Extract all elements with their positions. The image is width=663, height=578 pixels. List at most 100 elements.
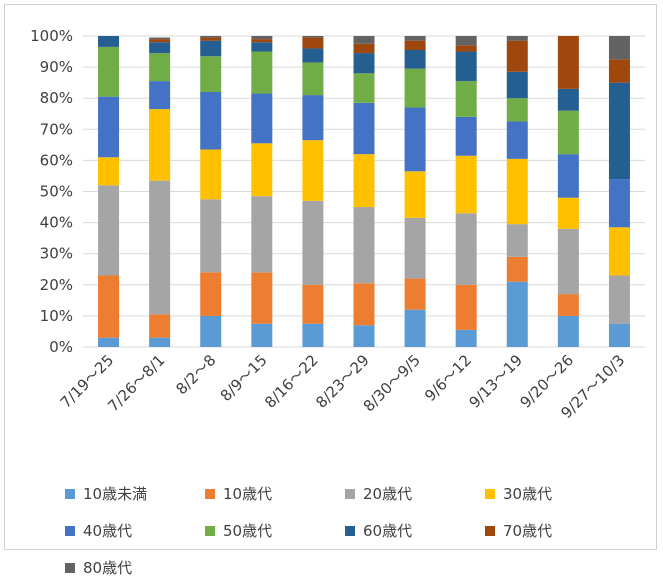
bar-segment: [608, 323, 630, 347]
bar-segment: [149, 39, 171, 43]
bar-segment: [608, 179, 630, 228]
x-tick-label: 8/2～8: [172, 351, 219, 398]
y-tick-label: 10%: [40, 307, 73, 325]
legend-item: 30歳代: [485, 483, 625, 504]
bar-segment: [353, 73, 375, 103]
bar-segment: [302, 284, 324, 324]
bar-segment: [506, 256, 528, 282]
x-axis-ticks: 7/19～257/26～8/1 8/2～88/9～158/16～228/23～29…: [57, 351, 629, 422]
bar-segment: [506, 71, 528, 99]
legend-label: 10歳未満: [83, 485, 148, 503]
bar-segment: [353, 154, 375, 208]
legend-swatch: [205, 525, 215, 536]
bar-segment: [353, 53, 375, 74]
bar-segment: [506, 224, 528, 257]
legend-label: 70歳代: [503, 522, 553, 540]
bar-segment: [302, 323, 324, 347]
legend-item: 80歳代: [65, 557, 205, 578]
bars: [98, 36, 630, 347]
bar-segment: [608, 36, 630, 60]
y-tick-label: 40%: [40, 214, 73, 232]
bar-segment: [455, 116, 477, 156]
y-tick-label: 50%: [40, 183, 73, 201]
x-tick-label: 8/16～22: [261, 351, 322, 412]
bar-segment: [455, 155, 477, 214]
bar-segment: [251, 323, 273, 347]
bar-segment: [251, 93, 273, 144]
bar-segment: [302, 37, 324, 49]
bar-segment: [302, 48, 324, 63]
bar-segment: [455, 45, 477, 52]
legend-swatch: [485, 488, 495, 499]
bar-segment: [353, 325, 375, 347]
bar-segment: [455, 81, 477, 117]
bar-segment: [404, 40, 426, 50]
bar-segment: [506, 36, 528, 41]
legend-item: 20歳代: [345, 483, 485, 504]
bar-segment: [200, 36, 222, 38]
legend-item: 10歳未満: [65, 483, 205, 504]
bar-segment: [455, 36, 477, 46]
legend-swatch: [485, 525, 495, 536]
bar-segment: [251, 143, 273, 197]
bar-segment: [455, 51, 477, 82]
bar-segment: [353, 207, 375, 284]
bar-segment: [506, 158, 528, 225]
bar-segment: [98, 36, 120, 47]
bar-segment: [455, 284, 477, 330]
bar-segment: [98, 185, 120, 276]
bar-segment: [149, 37, 171, 40]
bar-segment: [404, 68, 426, 108]
bar-segment: [557, 315, 579, 347]
bar-segment: [149, 314, 171, 338]
bar-segment: [353, 102, 375, 155]
bar-segment: [608, 59, 630, 83]
bar-segment: [404, 107, 426, 172]
bar-segment: [404, 278, 426, 310]
chart-frame: 0% 10% 20% 30% 40% 50% 60% 70% 80% 90% 100% 7/19～2…: [4, 4, 657, 577]
legend-swatch: [205, 488, 215, 499]
bar-segment: [608, 82, 630, 180]
bar-segment: [506, 98, 528, 122]
legend-swatch: [65, 525, 75, 536]
bar-segment: [200, 149, 222, 200]
legend-swatch: [345, 488, 355, 499]
bar-segment: [251, 51, 273, 94]
bar-segment: [149, 109, 171, 181]
legend: 10歳未満 10歳代 20歳代 30歳代 40歳代 50歳代 60歳代 70歳代 80歳代: [65, 483, 625, 578]
legend-swatch: [345, 525, 355, 536]
y-axis-ticks: 0% 10% 20% 30% 40% 50% 60% 70% 80% 90% 100%: [30, 27, 73, 356]
bar-segment: [302, 36, 324, 38]
bar-segment: [557, 154, 579, 198]
legend-item: 70歳代: [485, 520, 625, 541]
x-tick-label: 9/13～19: [465, 351, 526, 412]
bar-segment: [200, 199, 222, 273]
legend-label: 60歳代: [363, 522, 413, 540]
bar-segment: [200, 272, 222, 316]
bar-segment: [302, 200, 324, 285]
bar-segment: [200, 91, 222, 150]
bar-segment: [302, 95, 324, 141]
legend-label: 10歳代: [223, 485, 273, 503]
bar-segment: [302, 140, 324, 201]
y-tick-label: 60%: [40, 151, 73, 169]
legend-swatch: [65, 562, 75, 573]
bar-segment: [506, 281, 528, 347]
bar-segment: [455, 329, 477, 347]
legend-label: 50歳代: [223, 522, 273, 540]
bar-segment: [455, 213, 477, 285]
bar-segment: [98, 96, 120, 158]
bar-segment: [251, 36, 273, 40]
bar-segment: [353, 36, 375, 44]
bar-segment: [557, 88, 579, 111]
legend-item: 10歳代: [205, 483, 345, 504]
bar-segment: [404, 49, 426, 69]
legend-label: 40歳代: [83, 522, 133, 540]
bar-segment: [608, 275, 630, 324]
bar-segment: [149, 81, 171, 110]
bar-segment: [98, 157, 120, 186]
bar-segment: [404, 36, 426, 41]
bar-segment: [200, 37, 222, 41]
bar-segment: [557, 228, 579, 295]
bar-segment: [353, 43, 375, 54]
